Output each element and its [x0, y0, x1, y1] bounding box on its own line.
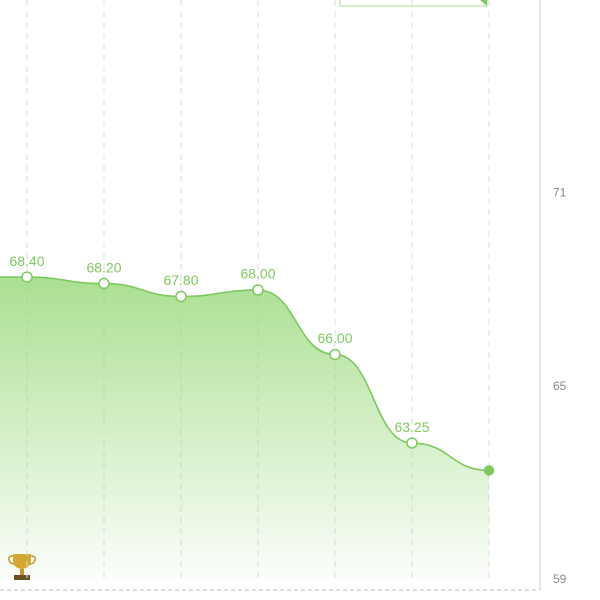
value-label: 63.25	[394, 419, 429, 435]
value-label: 68.20	[86, 259, 121, 275]
point	[21, 271, 33, 283]
value-label: 66.00	[317, 330, 352, 346]
point	[483, 465, 495, 476]
y-tick-label: 59	[553, 572, 567, 586]
legend-corner	[480, 0, 487, 6]
point	[329, 348, 341, 361]
value-label: 67.80	[163, 272, 198, 288]
point	[98, 277, 110, 290]
value-label: 68.40	[9, 253, 44, 269]
point	[252, 284, 264, 296]
legend-box	[339, 0, 488, 7]
point	[175, 290, 187, 303]
area	[0, 277, 489, 580]
point	[406, 437, 418, 449]
y-tick-label: 65	[553, 379, 567, 393]
y-tick-label: 71	[553, 186, 567, 200]
value-label: 68.00	[240, 266, 275, 282]
